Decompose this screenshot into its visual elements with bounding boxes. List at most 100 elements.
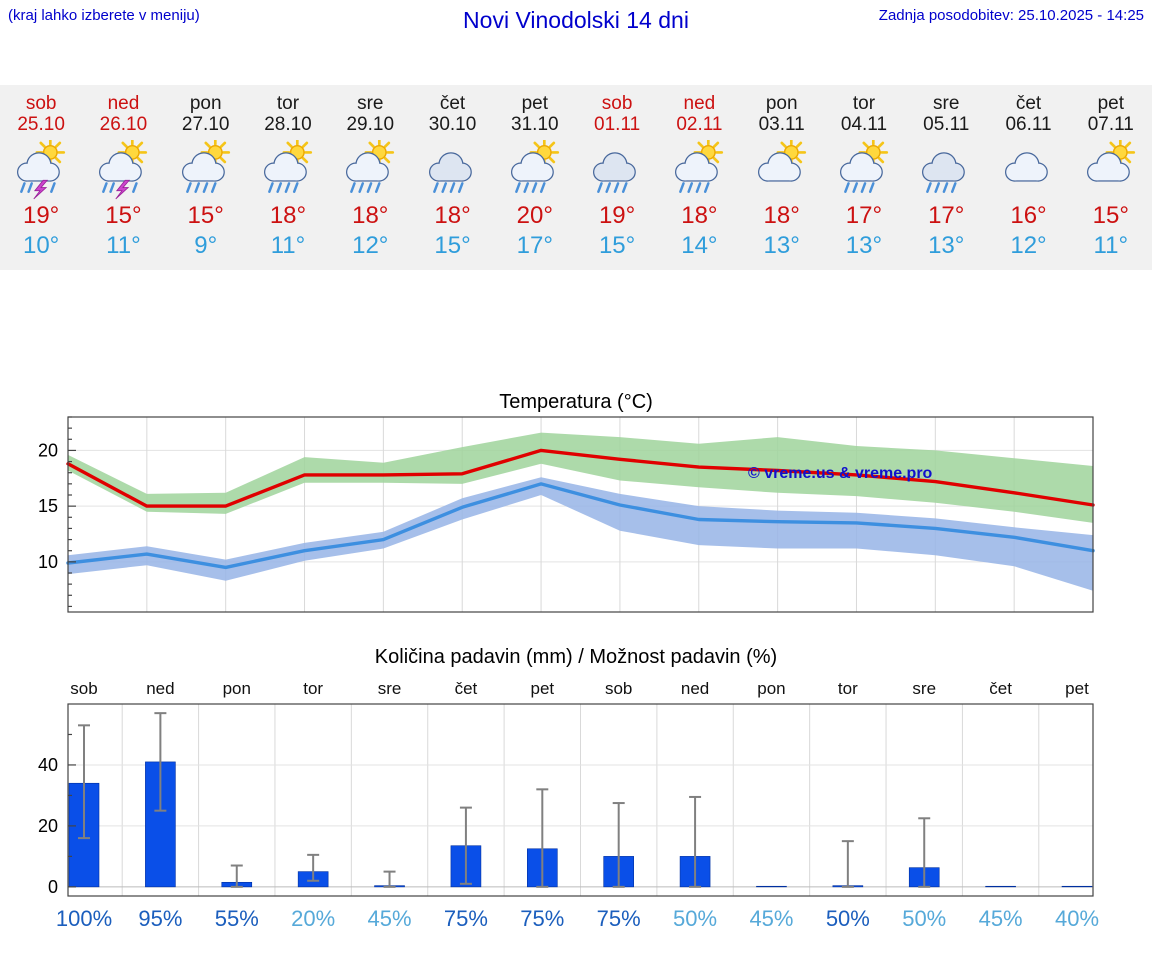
cloud-icon — [1004, 152, 1048, 182]
y-axis-label: 15 — [38, 496, 58, 516]
max-temperature: 20° — [516, 202, 553, 229]
precip-probability-label: 100% — [56, 906, 112, 931]
forecast-day-column[interactable]: tor 28.10 18° 11° — [247, 85, 329, 270]
precip-probability-label: 45% — [749, 906, 793, 931]
min-temperature: 13° — [763, 232, 800, 259]
watermark-link[interactable]: © vreme.us & vreme.pro — [748, 465, 933, 482]
precip-probability-label: 20% — [291, 906, 335, 931]
min-temperature: 12° — [352, 232, 389, 259]
day-date: 28.10 — [264, 114, 312, 135]
day-name: tor — [276, 93, 300, 114]
forecast-day-column[interactable]: čet 06.11 16° 12° — [987, 85, 1069, 270]
min-temperature: 11° — [106, 232, 141, 259]
y-axis-label: 10 — [38, 552, 58, 572]
cloud-rain-icon — [593, 152, 636, 193]
forecast-day-column[interactable]: sre 29.10 18° 12° — [329, 85, 411, 270]
y-axis-label: 20 — [38, 816, 58, 836]
min-temperature-range-band — [68, 477, 1093, 591]
sun-rain-icon — [510, 140, 559, 193]
min-temperature: 13° — [845, 232, 883, 259]
lightning-bolt — [33, 179, 49, 200]
day-name: čet — [439, 93, 466, 114]
day-name: sre — [933, 93, 960, 114]
day-label: čet — [455, 679, 478, 698]
day-date: 27.10 — [181, 114, 230, 135]
day-label: pet — [530, 679, 554, 698]
y-axis-label: 0 — [48, 877, 58, 897]
day-name: pet — [521, 93, 549, 114]
max-temperature-line — [66, 448, 1095, 508]
page-title: Novi Vinodolski 14 dni — [463, 7, 689, 33]
forecast-day-column[interactable]: sre 05.11 17° 13° — [905, 85, 987, 270]
min-temperature: 15° — [434, 232, 471, 259]
day-date: 29.10 — [346, 114, 395, 135]
day-name: pon — [765, 93, 798, 114]
day-label: pon — [223, 679, 251, 698]
y-axis-label: 40 — [38, 755, 58, 775]
min-temperature: 12° — [1010, 232, 1047, 259]
precip-probability-label: 55% — [215, 906, 259, 931]
day-date: 06.11 — [1005, 114, 1052, 135]
precip-probability-label: 50% — [902, 906, 946, 931]
precip-probability-label: 45% — [368, 906, 412, 931]
max-temperature-range-band — [68, 432, 1093, 523]
max-temperature: 15° — [187, 202, 224, 229]
plot-border — [67, 416, 1094, 613]
day-date: 25.10 — [17, 114, 65, 135]
forecast-day-column[interactable]: pon 27.10 15° 9° — [165, 85, 247, 270]
forecast-day-column[interactable]: ned 02.11 18° 14° — [658, 85, 740, 270]
forecast-day-column[interactable]: pet 07.11 15° 11° — [1070, 85, 1152, 270]
precip-bar — [985, 885, 1016, 888]
max-temperature: 17° — [928, 202, 965, 229]
forecast-day-column[interactable]: tor 04.11 17° 13° — [823, 85, 905, 270]
day-name: pon — [189, 93, 222, 114]
day-label: pet — [1065, 679, 1089, 698]
temperature-chart: 10 15 20 © vreme.us & vreme.pro — [38, 416, 1095, 613]
max-temperature: 17° — [845, 202, 883, 229]
max-temperature: 18° — [681, 202, 718, 229]
forecast-day-column[interactable]: ned 26.10 15° 11° — [82, 85, 164, 270]
max-temperature: 18° — [269, 202, 307, 229]
day-date: 05.11 — [923, 114, 970, 135]
day-label: sre — [378, 679, 402, 698]
forecast-day-column[interactable]: čet 30.10 18° 15° — [411, 85, 493, 270]
day-label: pon — [757, 679, 785, 698]
plot-border — [67, 703, 1094, 897]
day-date: 07.11 — [1087, 114, 1134, 135]
sun-thunder-rain-icon — [17, 140, 66, 200]
sun-rain-icon — [346, 140, 395, 193]
sun-thunder-rain-icon — [99, 140, 148, 200]
y-axis-label: 20 — [38, 440, 58, 460]
forecast-day-column[interactable]: sob 01.11 19° 15° — [576, 85, 658, 270]
day-name: pet — [1097, 93, 1124, 114]
max-temperature: 18° — [352, 202, 389, 229]
precip-bar — [1061, 885, 1093, 888]
temperature-chart-title: Temperatura (°C) — [499, 391, 653, 413]
day-date: 30.10 — [428, 114, 477, 135]
day-date: 31.10 — [511, 114, 559, 135]
lightning-bolt — [115, 179, 131, 200]
day-label: čet — [989, 679, 1012, 698]
day-date: 04.11 — [840, 114, 888, 135]
forecast-day-column[interactable]: sob 25.10 19° 10° — [0, 85, 82, 270]
sun-rain-icon — [181, 140, 230, 193]
precip-probability-label: 95% — [138, 906, 182, 931]
cloud-rain-icon — [428, 152, 472, 193]
header: (kraj lahko izberete v meniju) Novi Vino… — [0, 7, 1152, 33]
menu-hint[interactable]: (kraj lahko izberete v meniju) — [8, 7, 200, 24]
precip-probability-label: 75% — [444, 906, 488, 931]
precip-probability-label: 50% — [673, 906, 717, 931]
min-temperature: 13° — [928, 232, 965, 259]
min-temperature-line — [66, 482, 1095, 570]
max-temperature: 18° — [434, 202, 471, 229]
max-temperature: 18° — [763, 202, 800, 229]
forecast-day-column[interactable]: pon 03.11 18° 13° — [741, 85, 823, 270]
precip-probability-label: 75% — [520, 906, 564, 931]
day-label: tor — [838, 679, 858, 698]
min-temperature: 9° — [194, 232, 218, 259]
day-name: ned — [107, 93, 140, 114]
sun-rain-icon — [839, 140, 889, 193]
forecast-day-column[interactable]: pet 31.10 20° 17° — [494, 85, 576, 270]
day-label: sre — [912, 679, 936, 698]
